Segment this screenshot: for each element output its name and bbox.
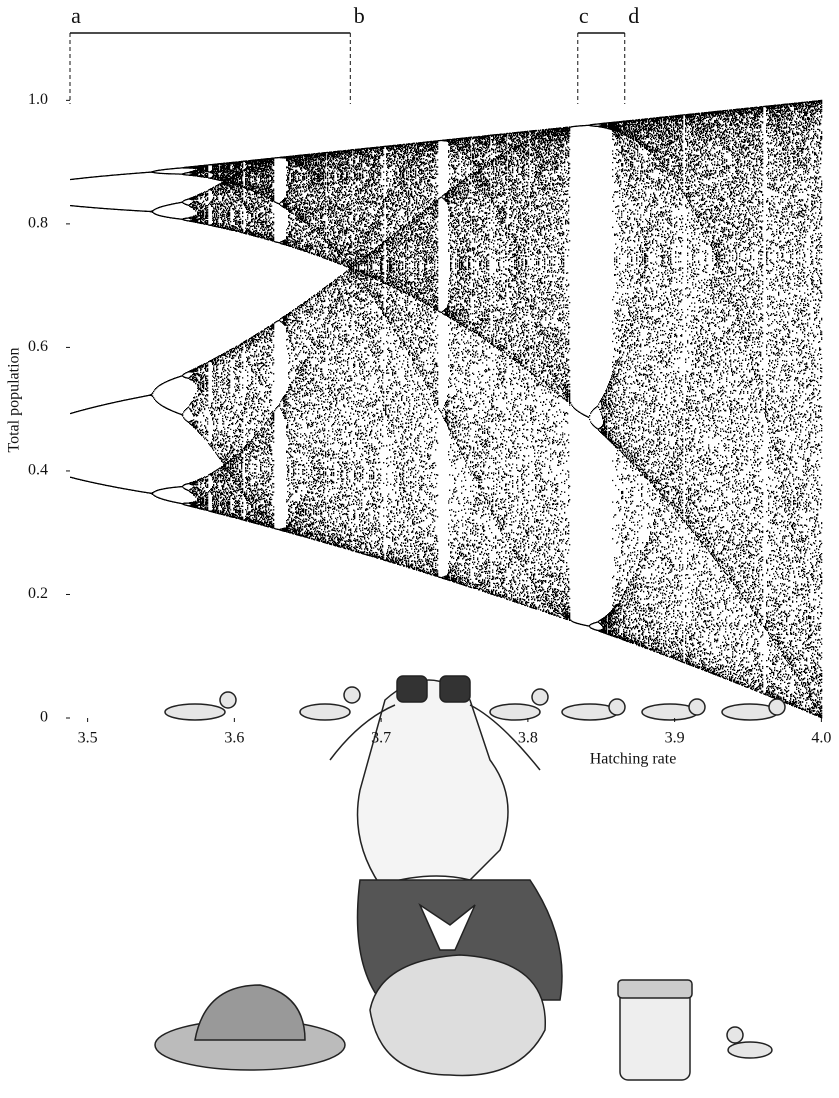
y-tick-label: 0.6	[28, 338, 48, 355]
x-tick-label: 3.8	[518, 730, 538, 747]
y-axis-label: Total population	[6, 347, 23, 452]
x-tick-label: 4.0	[811, 730, 831, 747]
orbit-points	[70, 174, 130, 490]
orbit-points	[670, 110, 730, 680]
orbit-points	[130, 167, 190, 506]
orbit-points	[250, 154, 310, 538]
bracket-label: d	[628, 3, 639, 28]
y-tick-label: 1.0	[28, 91, 48, 108]
orbit-points	[310, 148, 370, 556]
orbit-points	[730, 104, 790, 705]
y-tick-label: 0.8	[28, 215, 48, 232]
bifurcation-plot	[70, 100, 822, 717]
orbit-points	[790, 100, 822, 717]
y-tick-label: 0.2	[28, 585, 48, 602]
chart: Total population Hatching rate 3.5 3.6 3.7…	[0, 0, 839, 1098]
x-tick-label: 3.6	[224, 730, 244, 747]
illustration	[155, 676, 785, 1080]
orbit-points	[430, 135, 490, 593]
bracket-label: a	[71, 3, 81, 28]
x-tick-label: 3.7	[371, 730, 391, 747]
orbit-points	[370, 142, 430, 574]
orbit-points	[550, 123, 610, 635]
y-tick-label: 0	[40, 709, 48, 726]
bracket-label: c	[579, 3, 589, 28]
bracket-label: b	[354, 3, 365, 28]
orbit-points	[490, 129, 550, 614]
x-axis-label: Hatching rate	[590, 751, 677, 768]
orbit-points	[610, 116, 670, 657]
x-tick-label: 3.5	[78, 730, 98, 747]
orbit-points	[190, 161, 250, 522]
y-tick-label: 0.4	[28, 462, 48, 479]
x-tick-label: 3.9	[665, 730, 685, 747]
